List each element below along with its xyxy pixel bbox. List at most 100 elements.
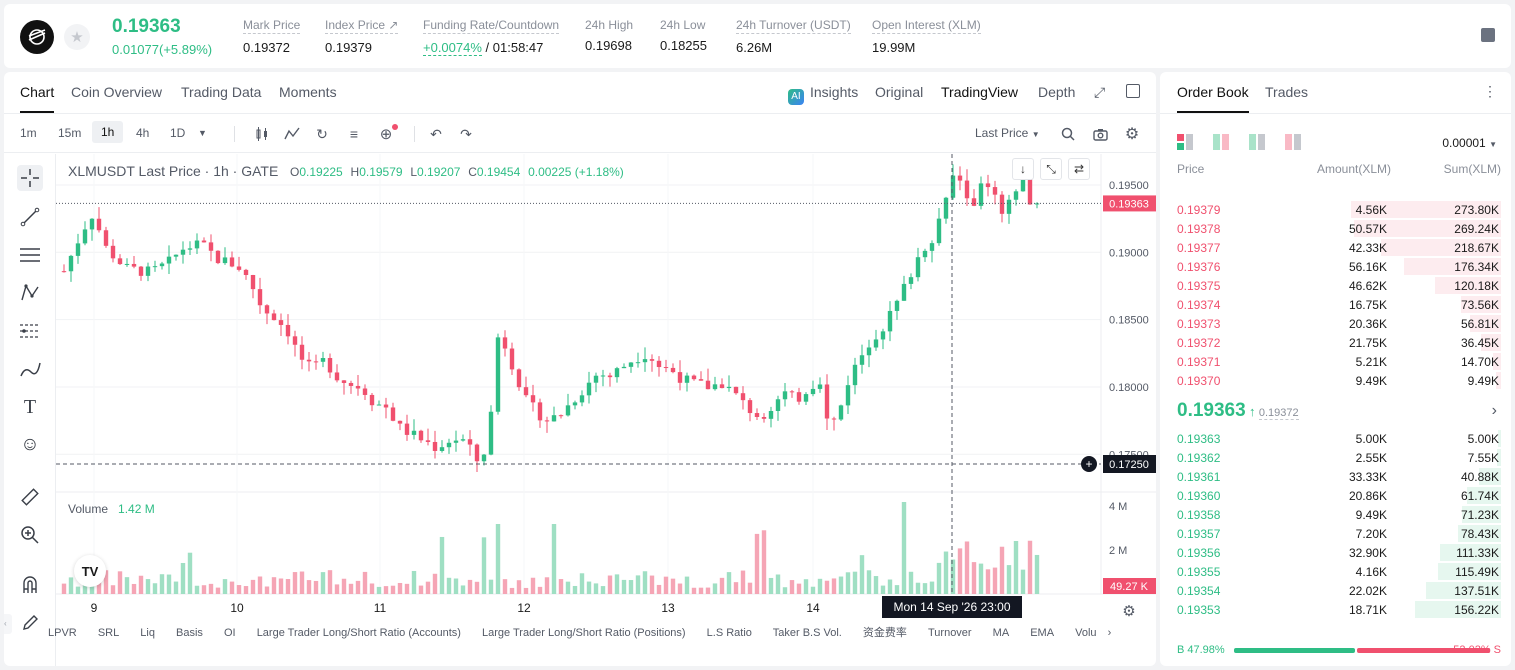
- tab-chart[interactable]: Chart: [20, 84, 55, 113]
- tab-tradingview[interactable]: TradingView: [941, 84, 1019, 100]
- fullscreen-icon[interactable]: [1126, 84, 1140, 98]
- ask-row[interactable]: 0.19375 46.62K 120.18K: [1160, 276, 1511, 295]
- bid-price: 0.19355: [1177, 565, 1221, 579]
- indicator-liq[interactable]: Liq: [140, 627, 155, 639]
- horizontal-lines-tool-icon[interactable]: [17, 242, 43, 268]
- indicator-next-icon[interactable]: ›: [1107, 627, 1112, 639]
- fib-tool-icon[interactable]: [17, 318, 43, 344]
- trend-line-tool-icon[interactable]: [17, 204, 43, 230]
- ask-row[interactable]: 0.19370 9.49K 9.49K: [1160, 371, 1511, 390]
- indicator-lt-positions[interactable]: Large Trader Long/Short Ratio (Positions…: [481, 627, 686, 639]
- indicator-taker-vol[interactable]: Taker B.S Vol.: [772, 627, 842, 639]
- stat-index-price[interactable]: Index Price ↗ 0.19379: [325, 18, 399, 55]
- zoom-in-tool-icon[interactable]: [17, 522, 43, 548]
- scroll-down-icon[interactable]: ↓: [1012, 158, 1034, 180]
- indicator-ema[interactable]: EMA: [1030, 627, 1055, 639]
- camera-icon[interactable]: [1092, 126, 1108, 142]
- text-tool-icon[interactable]: T: [23, 395, 37, 418]
- tab-moments[interactable]: Moments: [279, 84, 337, 100]
- indicator-basis[interactable]: Basis: [176, 627, 203, 639]
- view-asks-icon[interactable]: [1285, 134, 1301, 150]
- more-icon[interactable]: ⋮: [1483, 83, 1497, 99]
- brush-tool-icon[interactable]: [17, 356, 43, 382]
- indicator-funding-rate[interactable]: 资金费率: [862, 627, 907, 639]
- crosshair-tool-icon[interactable]: [17, 165, 43, 191]
- ask-row[interactable]: 0.19378 50.57K 269.24K: [1160, 219, 1511, 238]
- tab-insights[interactable]: Insights: [810, 84, 859, 100]
- tab-depth[interactable]: Depth: [1038, 84, 1076, 100]
- collapse-icon[interactable]: ⤡: [1040, 158, 1062, 180]
- ask-row[interactable]: 0.19373 20.36K 56.81K: [1160, 314, 1511, 333]
- templates-icon[interactable]: ≡: [349, 126, 359, 142]
- price-chart[interactable]: 0.195000.190000.185000.180000.1750091011…: [56, 154, 1156, 624]
- volume-bar: [159, 574, 165, 594]
- timeframe-1h[interactable]: 1h: [92, 121, 124, 143]
- ask-row[interactable]: 0.19377 42.33K 218.67K: [1160, 238, 1511, 257]
- precision-select[interactable]: 0.00001 ▼: [1442, 136, 1497, 150]
- volume-bar: [166, 574, 172, 594]
- timeframe-4h[interactable]: 4h: [136, 126, 150, 140]
- chevron-right-icon[interactable]: ›: [1491, 402, 1497, 419]
- expand-icon[interactable]: ⤢: [1094, 84, 1106, 100]
- timeframe-1d[interactable]: 1D: [170, 126, 186, 140]
- ask-row[interactable]: 0.19371 5.21K 14.70K: [1160, 352, 1511, 371]
- tab-original[interactable]: Original: [875, 84, 924, 100]
- indicator-ls-ratio[interactable]: L.S Ratio: [706, 627, 752, 639]
- tab-trades[interactable]: Trades: [1265, 84, 1309, 100]
- tab-coin-overview[interactable]: Coin Overview: [71, 84, 163, 100]
- bid-row[interactable]: 0.19355 4.16K 115.49K: [1160, 562, 1511, 581]
- mid-price-row[interactable]: 0.19363 ↑ 0.19372: [1177, 400, 1299, 422]
- bid-row[interactable]: 0.19358 9.49K 71.23K: [1160, 505, 1511, 524]
- timeframe-1m[interactable]: 1m: [20, 126, 37, 140]
- indicator-oi[interactable]: OI: [224, 627, 236, 639]
- swap-icon[interactable]: ⇄: [1068, 158, 1090, 180]
- bid-row[interactable]: 0.19363 5.00K 5.00K: [1160, 429, 1511, 448]
- bid-row[interactable]: 0.19354 22.02K 137.51K: [1160, 581, 1511, 600]
- redo-icon[interactable]: ↷: [460, 125, 472, 142]
- settings-gear-icon[interactable]: ⚙: [1124, 126, 1140, 143]
- candle-body: [992, 187, 998, 195]
- indicator-lpvr[interactable]: LPVR: [48, 627, 77, 639]
- bid-amount: 7.20K: [1355, 527, 1387, 541]
- view-split-icon[interactable]: [1213, 134, 1229, 150]
- candle-body: [110, 245, 116, 259]
- magnet-tool-icon[interactable]: [17, 572, 43, 598]
- tab-trading-data[interactable]: Trading Data: [181, 84, 262, 100]
- bid-row[interactable]: 0.19361 33.33K 40.88K: [1160, 467, 1511, 486]
- indicator-volume[interactable]: Volu: [1075, 627, 1097, 639]
- timeframe-15m[interactable]: 15m: [58, 126, 82, 140]
- view-both-icon[interactable]: [1177, 134, 1193, 150]
- ask-row[interactable]: 0.19374 16.75K 73.56K: [1160, 295, 1511, 314]
- indicator-lt-accounts[interactable]: Large Trader Long/Short Ratio (Accounts): [256, 627, 461, 639]
- replay-icon[interactable]: ↻: [316, 125, 328, 142]
- undo-icon[interactable]: ↶: [430, 125, 442, 142]
- bid-row[interactable]: 0.19362 2.55K 7.55K: [1160, 448, 1511, 467]
- timeframe-dropdown-icon[interactable]: ▼: [198, 128, 207, 138]
- pattern-tool-icon[interactable]: [17, 280, 43, 306]
- edit-pencil-tool-icon[interactable]: [17, 610, 43, 636]
- crosshair-add-icon-glyph: +: [1085, 457, 1092, 471]
- view-bids-icon[interactable]: [1249, 134, 1265, 150]
- bid-row[interactable]: 0.19360 20.86K 61.74K: [1160, 486, 1511, 505]
- tab-order-book[interactable]: Order Book: [1177, 84, 1249, 113]
- indicators-icon[interactable]: [284, 126, 300, 142]
- collapse-drawbar-icon[interactable]: ‹: [4, 614, 12, 634]
- ask-row[interactable]: 0.19376 56.16K 176.34K: [1160, 257, 1511, 276]
- add-alert-icon[interactable]: ⊕: [378, 124, 398, 143]
- bid-row[interactable]: 0.19353 18.71K 156.22K: [1160, 600, 1511, 619]
- indicator-turnover[interactable]: Turnover: [927, 627, 972, 639]
- search-icon[interactable]: [1060, 126, 1076, 142]
- book-icon[interactable]: [1481, 28, 1495, 42]
- bid-row[interactable]: 0.19357 7.20K 78.43K: [1160, 524, 1511, 543]
- insights-ai-icon[interactable]: AI: [788, 84, 804, 105]
- ask-row[interactable]: 0.19372 21.75K 36.45K: [1160, 333, 1511, 352]
- bid-row[interactable]: 0.19356 32.90K 111.33K: [1160, 543, 1511, 562]
- indicator-srl[interactable]: SRL: [97, 627, 120, 639]
- ruler-tool-icon[interactable]: [17, 484, 43, 510]
- emoji-tool-icon[interactable]: ☺: [20, 434, 40, 455]
- ask-row[interactable]: 0.19379 4.56K 273.80K: [1160, 200, 1511, 219]
- favorite-star-icon[interactable]: ★: [64, 24, 90, 50]
- candlestick-type-icon[interactable]: [254, 126, 270, 142]
- indicator-ma[interactable]: MA: [992, 627, 1010, 639]
- price-type-select[interactable]: Last Price ▼: [975, 126, 1040, 140]
